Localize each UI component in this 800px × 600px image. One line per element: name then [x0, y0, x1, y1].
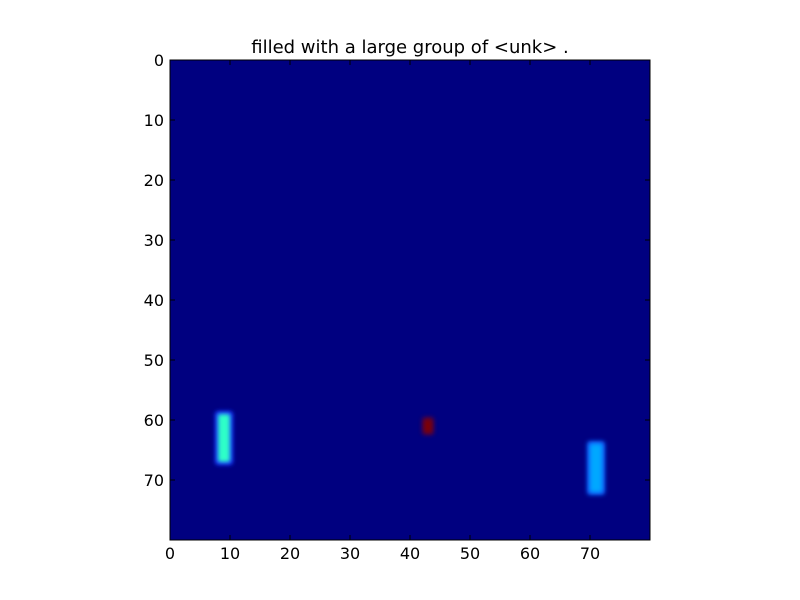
heatmap-background	[170, 60, 650, 540]
x-tick-label: 60	[520, 544, 540, 563]
x-tick-label: 30	[340, 544, 360, 563]
x-tick-label: 0	[165, 544, 175, 563]
hotspot-0	[218, 414, 230, 462]
y-tick-label: 60	[144, 411, 164, 430]
x-tick-label: 20	[280, 544, 300, 563]
x-tick-label: 50	[460, 544, 480, 563]
chart-title: filled with a large group of <unk> .	[251, 37, 568, 58]
x-tick-label: 40	[400, 544, 420, 563]
y-tick-label: 20	[144, 171, 164, 190]
x-tick-label: 10	[220, 544, 240, 563]
hotspot-1	[425, 420, 431, 432]
y-tick-label: 10	[144, 111, 164, 130]
y-tick-label: 0	[154, 51, 164, 70]
y-tick-label: 40	[144, 291, 164, 310]
plot-area	[170, 60, 650, 540]
y-tick-label: 50	[144, 351, 164, 370]
y-tick-label: 30	[144, 231, 164, 250]
x-tick-label: 70	[580, 544, 600, 563]
hotspot-2	[590, 444, 602, 492]
y-tick-label: 70	[144, 471, 164, 490]
